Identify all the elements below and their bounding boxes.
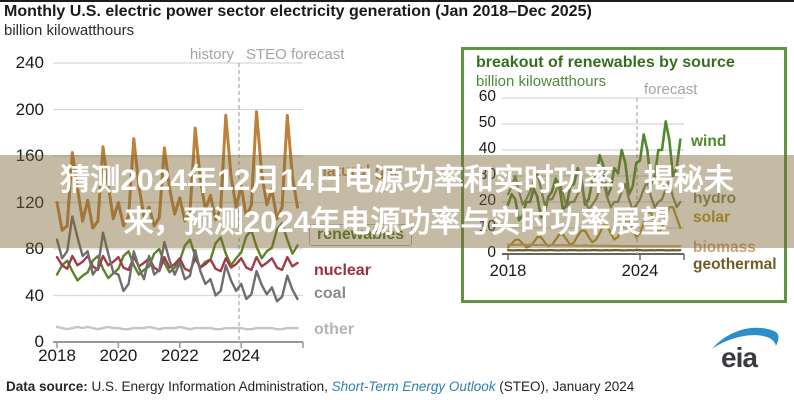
forecast-annotation: forecast [644, 81, 698, 98]
series-line-coal [55, 215, 299, 303]
renewables-panel-unit-label: billion kilowatthours [476, 73, 607, 90]
page-subtitle: billion kilowatthours [4, 22, 135, 39]
series-line-biomass [506, 243, 682, 248]
series-line-renewables [55, 222, 299, 282]
steo-link[interactable]: Short-Term Energy Outlook [331, 379, 496, 394]
data-source-footer: Data source: U.S. Energy Information Adm… [6, 379, 634, 394]
data-source-label: Data source: [6, 379, 88, 394]
series-line-natural-gas [55, 110, 299, 232]
eia-logo-text: eia [721, 342, 758, 373]
history-annotation: history [189, 46, 234, 63]
top-border-strip [0, 0, 794, 2]
series-line-wind [506, 120, 682, 222]
series-line-other [55, 325, 299, 331]
overlay-banner: 猜测2024年12月14日电源功率和实时功率，揭秘未 来，预测2024年电源功率… [0, 155, 794, 248]
data-source-text: U.S. Energy Information Administration, [87, 379, 332, 394]
data-source-suffix: (STEO), January 2024 [495, 379, 635, 394]
page-title: Monthly U.S. electric power sector elect… [4, 3, 592, 20]
steo-forecast-annotation: STEO forecast [246, 46, 345, 63]
overlay-text-line2: 来，预测2024年电源功率与实时功率展望 [123, 205, 671, 239]
overlay-text-line1: 猜测2024年12月14日电源功率和实时功率，揭秘未 [60, 163, 734, 197]
eia-logo: eia [712, 327, 779, 373]
renewables-breakout-panel [461, 47, 787, 303]
series-line-hydro [506, 172, 682, 211]
series-line-solar [506, 206, 682, 249]
renewables-panel-title: breakout of renewables by source [476, 54, 735, 71]
eia-swoosh-icon [712, 327, 779, 349]
